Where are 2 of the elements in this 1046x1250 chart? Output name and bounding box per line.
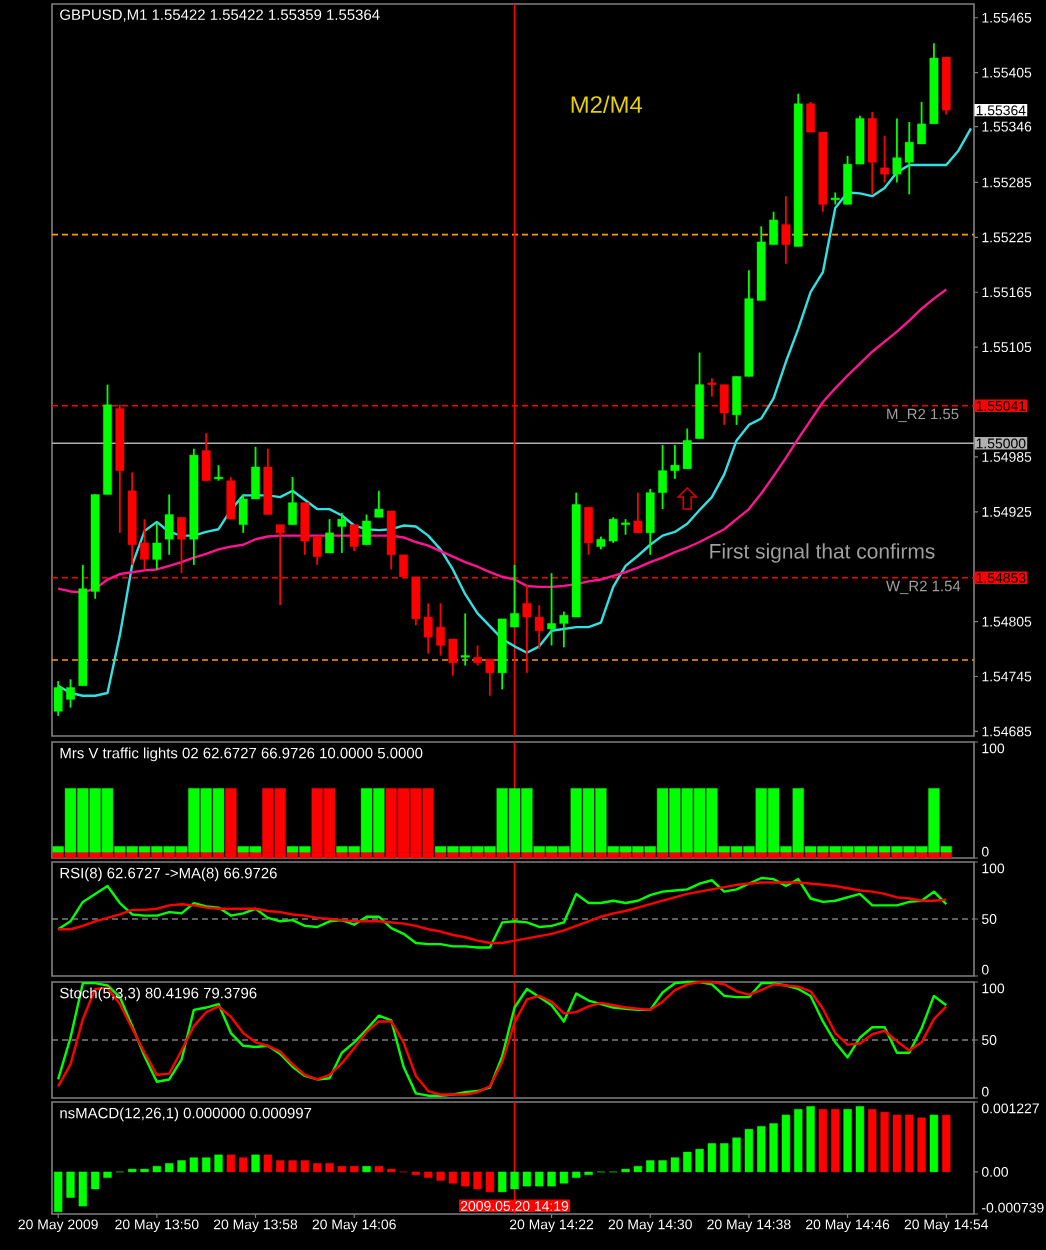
annotation: First signal that confirms [710, 543, 935, 563]
annotation: M2/M4 [571, 95, 643, 114]
